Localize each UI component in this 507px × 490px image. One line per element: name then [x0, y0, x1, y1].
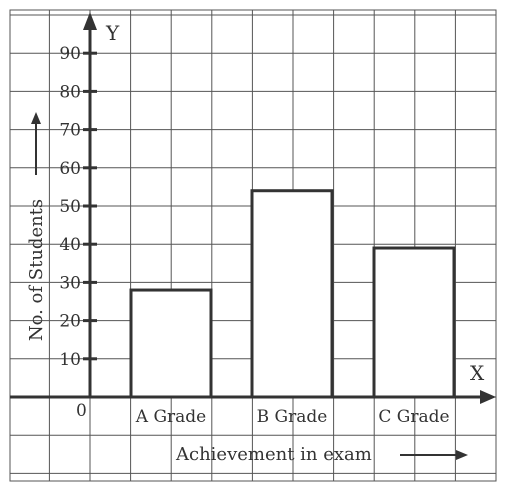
x-category-labels: A Grade B Grade C Grade [135, 407, 450, 427]
x-tick-label: C Grade [378, 407, 449, 427]
x-axis-title-arrow [400, 450, 468, 460]
y-tick-label: 50 [59, 197, 81, 217]
y-axis-title: No. of Students [26, 199, 47, 341]
x-tick-label: B Grade [257, 407, 328, 427]
bars [129, 189, 456, 399]
bar-b-grade [250, 189, 334, 399]
y-tick-label: 80 [59, 82, 81, 102]
origin-label: 0 [76, 401, 87, 421]
x-axis-letter: X [470, 361, 485, 385]
y-tick-label: 40 [59, 235, 81, 255]
bar-a-grade [129, 288, 213, 399]
y-tick-label: 90 [59, 44, 81, 64]
y-tick-label: 30 [59, 273, 81, 293]
x-axis-title: Achievement in exam [175, 444, 372, 465]
y-axis-title-arrow [31, 112, 41, 175]
y-tick-label: 60 [59, 159, 81, 179]
y-tick-label: 20 [59, 312, 81, 332]
grid-border [9, 9, 497, 482]
y-tick-label: 10 [59, 350, 81, 370]
y-axis-letter: Y [105, 21, 120, 45]
x-axis-arrowhead [480, 390, 496, 404]
x-tick-label: A Grade [135, 407, 206, 427]
axes [10, 12, 496, 404]
y-axis-arrowhead [83, 12, 97, 30]
y-tick-label: 70 [59, 121, 81, 141]
y-ticks: 10 20 30 40 50 60 70 80 90 [59, 44, 97, 370]
bar-c-grade [372, 246, 456, 399]
